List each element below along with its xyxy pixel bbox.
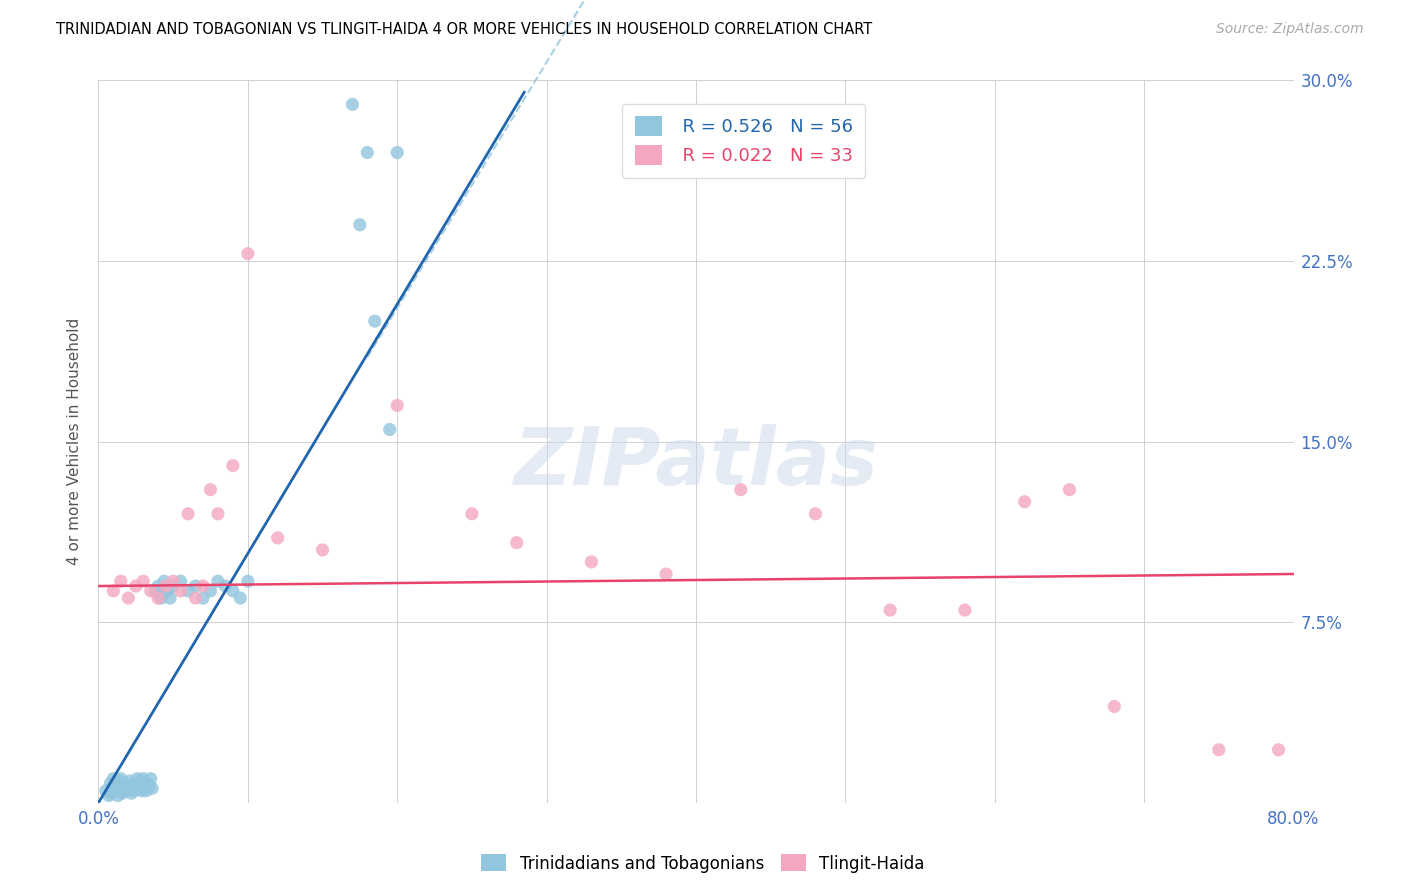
Point — [191, 579, 214, 593]
Point — [267, 531, 290, 545]
Point — [117, 591, 139, 605]
Point — [953, 603, 976, 617]
Point — [124, 784, 146, 798]
Point — [97, 789, 120, 803]
Point — [104, 784, 127, 798]
Point — [1059, 483, 1081, 497]
Text: TRINIDADIAN AND TOBAGONIAN VS TLINGIT-HAIDA 4 OR MORE VEHICLES IN HOUSEHOLD CORR: TRINIDADIAN AND TOBAGONIAN VS TLINGIT-HA… — [56, 22, 873, 37]
Point — [236, 246, 259, 260]
Point — [143, 583, 166, 598]
Point — [581, 555, 603, 569]
Point — [159, 591, 181, 605]
Point — [110, 772, 132, 786]
Point — [184, 591, 207, 605]
Point — [162, 579, 184, 593]
Point — [177, 583, 200, 598]
Point — [1014, 494, 1036, 508]
Point — [236, 574, 259, 589]
Point — [214, 579, 236, 593]
Point — [105, 776, 128, 790]
Point — [222, 458, 245, 473]
Point — [169, 574, 191, 589]
Point — [222, 583, 245, 598]
Point — [128, 781, 150, 796]
Point — [148, 591, 170, 605]
Point — [139, 772, 162, 786]
Point — [134, 779, 156, 793]
Point — [655, 567, 678, 582]
Point — [461, 507, 484, 521]
Point — [200, 483, 222, 497]
Point — [110, 574, 132, 589]
Point — [138, 779, 160, 793]
Point — [132, 574, 155, 589]
Text: Source: ZipAtlas.com: Source: ZipAtlas.com — [1216, 22, 1364, 37]
Point — [141, 781, 163, 796]
Point — [155, 579, 177, 593]
Point — [127, 772, 149, 786]
Point — [131, 784, 153, 798]
Point — [150, 591, 173, 605]
Point — [117, 781, 139, 796]
Point — [162, 574, 184, 589]
Point — [169, 583, 191, 598]
Point — [125, 579, 148, 593]
Point — [156, 583, 179, 598]
Point — [112, 776, 135, 790]
Point — [139, 583, 162, 598]
Point — [121, 779, 143, 793]
Point — [107, 789, 129, 803]
Point — [148, 579, 170, 593]
Point — [730, 483, 752, 497]
Point — [114, 784, 136, 798]
Point — [103, 779, 125, 793]
Point — [207, 507, 229, 521]
Point — [385, 145, 409, 160]
Point — [111, 786, 134, 800]
Point — [1208, 743, 1230, 757]
Point — [103, 772, 125, 786]
Point — [110, 781, 132, 796]
Point — [879, 603, 901, 617]
Point — [804, 507, 827, 521]
Point — [118, 774, 141, 789]
Point — [1104, 699, 1126, 714]
Point — [506, 535, 529, 549]
Point — [349, 218, 371, 232]
Point — [191, 591, 214, 605]
Point — [98, 776, 122, 790]
Text: ZIPatlas: ZIPatlas — [513, 425, 879, 502]
Point — [103, 583, 125, 598]
Point — [311, 542, 333, 557]
Legend: Trinidadians and Tobagonians, Tlingit-Haida: Trinidadians and Tobagonians, Tlingit-Ha… — [475, 847, 931, 880]
Point — [229, 591, 252, 605]
Point — [136, 776, 159, 790]
Point — [115, 779, 138, 793]
Point — [184, 579, 207, 593]
Point — [120, 786, 142, 800]
Legend:   R = 0.526   N = 56,   R = 0.022   N = 33: R = 0.526 N = 56, R = 0.022 N = 33 — [621, 103, 866, 178]
Point — [356, 145, 378, 160]
Point — [94, 784, 117, 798]
Point — [132, 772, 155, 786]
Point — [108, 774, 131, 789]
Point — [129, 774, 152, 789]
Point — [385, 398, 409, 412]
Point — [207, 574, 229, 589]
Point — [177, 507, 200, 521]
Point — [153, 574, 176, 589]
Point — [1267, 743, 1289, 757]
Point — [378, 422, 401, 436]
Point — [125, 776, 148, 790]
Y-axis label: 4 or more Vehicles in Household: 4 or more Vehicles in Household — [67, 318, 83, 566]
Point — [364, 314, 387, 328]
Point — [101, 786, 124, 800]
Point — [135, 784, 157, 798]
Point — [342, 97, 364, 112]
Point — [200, 583, 222, 598]
